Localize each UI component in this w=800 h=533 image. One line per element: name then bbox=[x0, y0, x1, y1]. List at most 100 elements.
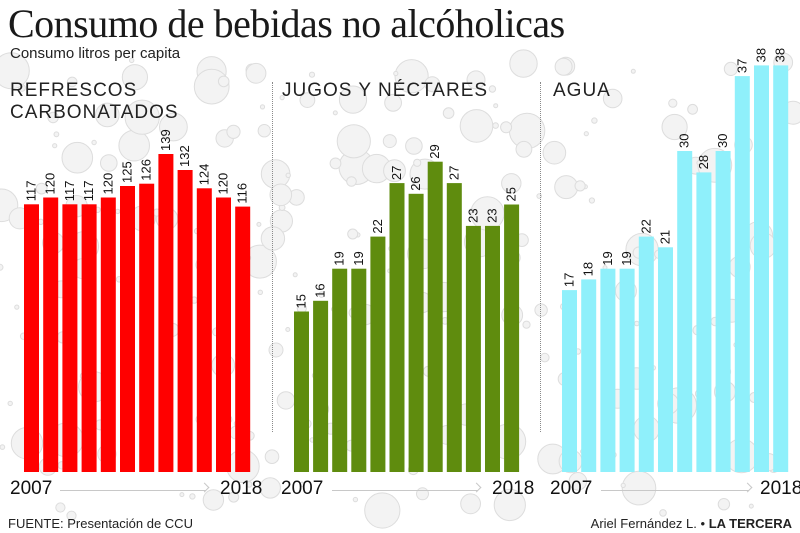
bubble bbox=[492, 122, 499, 129]
bar bbox=[43, 197, 59, 472]
bar-value-label: 18 bbox=[581, 262, 596, 276]
panel-title-jugos: JUGOS Y NÉCTARES bbox=[282, 80, 489, 101]
panel-divider bbox=[540, 82, 541, 432]
bubble bbox=[469, 208, 475, 214]
bubble bbox=[515, 140, 533, 158]
bubble bbox=[55, 502, 66, 513]
bar bbox=[581, 279, 597, 472]
bar bbox=[313, 300, 329, 472]
bubble bbox=[460, 493, 482, 515]
bar bbox=[427, 161, 443, 472]
bar-value-label: 139 bbox=[158, 129, 173, 151]
panel-title-agua: AGUA bbox=[553, 80, 611, 101]
bar bbox=[696, 172, 712, 472]
bubble bbox=[687, 103, 698, 115]
bar-value-label: 120 bbox=[43, 173, 58, 195]
bar-value-label: 15 bbox=[294, 294, 309, 308]
bubble bbox=[630, 68, 636, 74]
bubble bbox=[0, 263, 4, 271]
bar-value-label: 19 bbox=[600, 251, 615, 265]
bubble bbox=[124, 99, 160, 135]
bar bbox=[465, 225, 481, 472]
bar bbox=[504, 204, 520, 472]
bubble bbox=[279, 95, 285, 101]
bubble bbox=[346, 176, 357, 187]
bubble bbox=[424, 76, 441, 93]
bubble bbox=[129, 57, 135, 64]
bar-value-label: 22 bbox=[370, 219, 385, 233]
bar bbox=[485, 225, 500, 472]
bubble bbox=[352, 496, 359, 503]
bar-value-label: 19 bbox=[332, 251, 347, 265]
bubble bbox=[245, 62, 267, 84]
x-end-label-jugos: 2018 bbox=[492, 478, 535, 499]
bar-value-label: 27 bbox=[446, 166, 461, 180]
panel-divider bbox=[272, 82, 273, 432]
bubble bbox=[299, 481, 305, 487]
bubble bbox=[568, 472, 588, 491]
bar-value-label: 117 bbox=[81, 181, 96, 202]
bar bbox=[216, 197, 231, 472]
bar-value-label: 25 bbox=[504, 187, 519, 201]
credit: Ariel Fernández L. • LA TERCERA bbox=[591, 516, 792, 531]
author-credit: Ariel Fernández L. bbox=[590, 516, 697, 531]
x-start-label-jugos: 2007 bbox=[281, 478, 324, 499]
bar bbox=[235, 206, 251, 472]
bar bbox=[24, 204, 39, 473]
bubble bbox=[257, 289, 263, 295]
bubble bbox=[245, 481, 253, 488]
panel-title-refrescos: REFRESCOS CARBONATADOS bbox=[10, 80, 179, 123]
bubble bbox=[329, 157, 342, 170]
bubble bbox=[384, 93, 403, 112]
bar bbox=[619, 268, 635, 472]
bar bbox=[446, 183, 462, 472]
bubble bbox=[226, 124, 241, 139]
bubble bbox=[61, 141, 94, 174]
bar-value-label: 125 bbox=[120, 161, 135, 183]
bubble bbox=[66, 76, 78, 88]
bar bbox=[562, 290, 577, 472]
bubble bbox=[189, 493, 196, 500]
bubble bbox=[626, 254, 632, 260]
bubble bbox=[257, 124, 271, 138]
bubble bbox=[318, 291, 325, 298]
bar-value-label: 22 bbox=[638, 219, 653, 233]
bubble bbox=[292, 272, 298, 278]
bar bbox=[332, 268, 348, 472]
bar-value-label: 19 bbox=[619, 251, 634, 265]
bubble bbox=[259, 477, 281, 499]
bar-value-label: 117 bbox=[24, 181, 39, 202]
bubble bbox=[347, 228, 359, 240]
bubble bbox=[717, 498, 731, 511]
bubble bbox=[53, 131, 60, 138]
bubble bbox=[308, 71, 316, 78]
bubble bbox=[620, 482, 626, 488]
bar bbox=[754, 65, 769, 473]
bar bbox=[408, 193, 424, 473]
bubble bbox=[466, 70, 486, 90]
bar bbox=[100, 197, 116, 472]
bubble bbox=[95, 102, 120, 128]
bubble bbox=[748, 503, 754, 509]
bubble bbox=[0, 444, 6, 450]
bubble bbox=[285, 327, 291, 332]
bar-value-label: 132 bbox=[177, 145, 192, 167]
bar bbox=[658, 247, 673, 472]
x-end-label-agua: 2018 bbox=[760, 478, 800, 499]
bar-value-label: 26 bbox=[408, 176, 423, 190]
bubble bbox=[202, 489, 225, 511]
bubble bbox=[588, 197, 596, 204]
bar-value-label: 27 bbox=[389, 166, 404, 180]
bar-value-label: 126 bbox=[139, 159, 154, 181]
timeline-arrow bbox=[332, 490, 478, 491]
bubble bbox=[522, 320, 531, 329]
source-note: FUENTE: Presentación de CCU bbox=[8, 516, 193, 531]
bubble bbox=[383, 159, 406, 183]
bubble bbox=[393, 70, 399, 77]
bubble bbox=[493, 103, 499, 109]
bubble bbox=[0, 52, 30, 90]
bar bbox=[62, 204, 78, 473]
bubble bbox=[121, 64, 148, 91]
bar bbox=[600, 268, 616, 472]
